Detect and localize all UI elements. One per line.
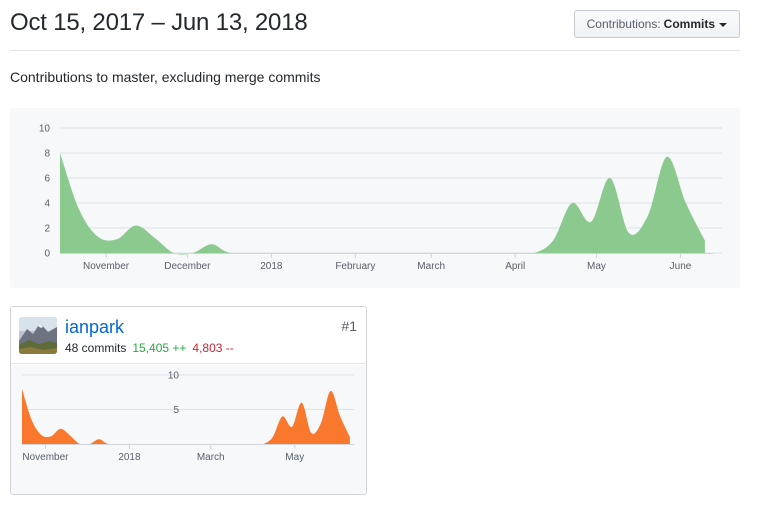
main-chart-svg: 0 2 4 6 8 10 November December 2018 February March… <box>39 124 722 272</box>
x-tick-label: February <box>335 261 375 272</box>
y-tick-label: 5 <box>173 405 179 416</box>
deletions-count: 4,803 -- <box>192 341 234 355</box>
y-tick-label: 4 <box>44 199 50 210</box>
contributor-stats: 48 commits 15,405 ++ 4,803 -- <box>65 341 234 355</box>
x-tick-label: December <box>164 261 211 272</box>
x-tick-label: November <box>83 261 130 272</box>
contributor-chart[interactable]: 5 10 November 2018 March May <box>11 365 366 494</box>
contributions-subtitle: Contributions to master, excluding merge… <box>10 69 321 85</box>
y-tick-label: 6 <box>44 174 50 185</box>
caret-down-icon <box>719 23 727 27</box>
x-tick-label: March <box>197 452 225 463</box>
x-tick-label: 2018 <box>118 452 141 463</box>
x-tick-label: May <box>587 261 606 272</box>
x-tick-label: April <box>505 261 525 272</box>
avatar[interactable] <box>19 317 57 354</box>
main-contributions-chart[interactable]: 0 2 4 6 8 10 November December 2018 February March… <box>10 108 740 288</box>
x-tick-label: November <box>22 452 69 463</box>
contributor-card: ianpark #1 48 commits 15,405 ++ 4,803 -- 5… <box>10 306 367 495</box>
x-tick-label: March <box>417 261 445 272</box>
dropdown-selected-value: Commits <box>663 17 715 31</box>
contributor-username-link[interactable]: ianpark <box>65 317 125 337</box>
date-range-title: Oct 15, 2017 – Jun 13, 2018 <box>10 9 308 36</box>
contributor-chart-svg: 5 10 November 2018 March May <box>22 371 354 463</box>
y-tick-label: 10 <box>39 124 51 135</box>
contributions-type-dropdown[interactable]: Contributions: Commits <box>573 10 740 38</box>
commit-count[interactable]: 48 commits <box>65 341 127 355</box>
dropdown-label: Contributions: <box>586 17 661 31</box>
contributor-rank: #1 <box>341 318 357 334</box>
x-tick-label: June <box>670 261 692 272</box>
y-tick-label: 10 <box>168 371 180 382</box>
x-tick-label: May <box>285 452 304 463</box>
contributor-card-header: ianpark #1 48 commits 15,405 ++ 4,803 -- <box>11 307 366 364</box>
series-area <box>60 153 705 255</box>
x-tick-label: 2018 <box>260 261 283 272</box>
y-tick-label: 8 <box>44 149 50 160</box>
series-area <box>22 388 350 445</box>
y-tick-label: 0 <box>44 249 50 260</box>
page-header: Oct 15, 2017 – Jun 13, 2018 Contribution… <box>10 0 740 51</box>
additions-count: 15,405 ++ <box>132 341 187 355</box>
y-tick-label: 2 <box>44 224 50 235</box>
